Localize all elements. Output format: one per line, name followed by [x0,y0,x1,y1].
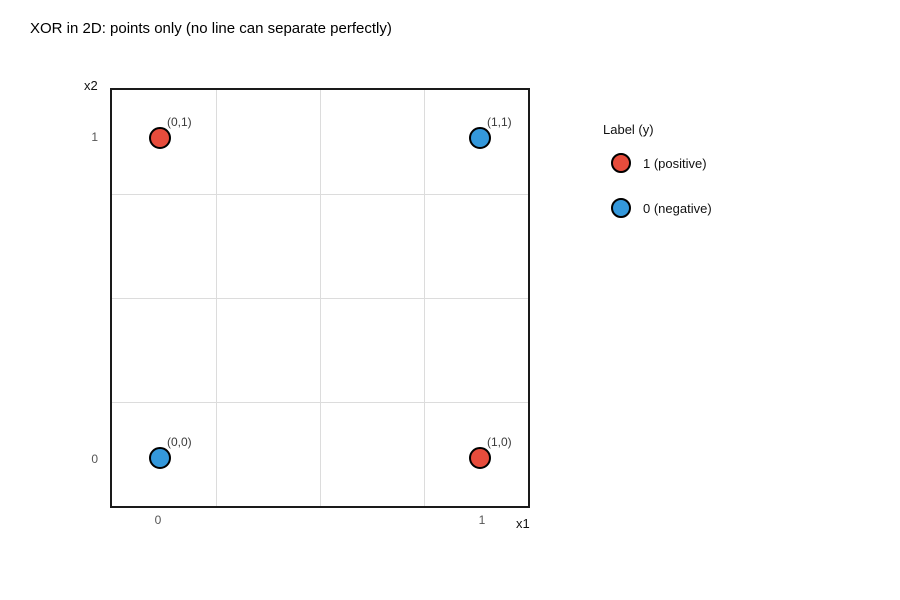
point-annotation: (0,1) [167,115,192,129]
y-axis-title: x2 [84,78,98,93]
x-axis-title: x1 [516,516,530,531]
legend-marker-negative [611,198,631,218]
point-annotation: (1,1) [487,115,512,129]
data-point-dot [149,127,171,149]
legend: Label (y) 1 (positive) 0 (negative) [595,122,775,218]
legend-title: Label (y) [603,122,654,137]
point-annotation: (0,0) [167,435,192,449]
x-tick-label-1: 1 [478,513,486,527]
plot-area: (0,1) (1,1) (0,0) (1,0) [110,88,530,508]
grid-line-horizontal [112,402,528,403]
data-point-dot [149,447,171,469]
y-tick-label-1: 1 [91,130,98,144]
legend-item-positive: 1 (positive) [595,153,775,173]
legend-marker-positive [611,153,631,173]
x-tick-label-0: 0 [154,513,162,527]
data-point-dot [469,127,491,149]
chart-title: XOR in 2D: points only (no line can sepa… [30,20,392,37]
grid-line-horizontal [112,194,528,195]
y-tick-label-0: 0 [91,452,98,466]
data-point-dot [469,447,491,469]
legend-item-label: 1 (positive) [643,155,707,171]
point-annotation: (1,0) [487,435,512,449]
grid-line-horizontal [112,298,528,299]
legend-item-label: 0 (negative) [643,200,712,216]
legend-item-negative: 0 (negative) [595,198,775,218]
